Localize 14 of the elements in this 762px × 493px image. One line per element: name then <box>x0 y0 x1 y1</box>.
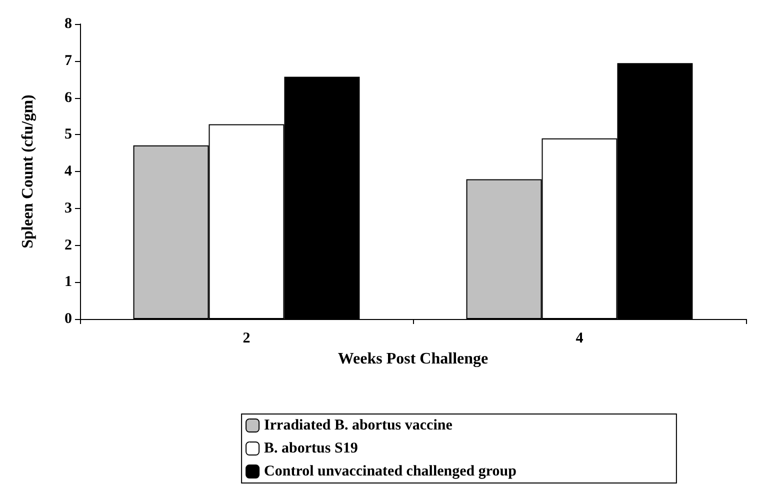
y-axis-title: Spleen Count (cfu/gm) <box>20 94 36 248</box>
y-tick-label: 8 <box>64 16 72 32</box>
y-tick-label: 2 <box>64 237 72 254</box>
y-tick-label: 6 <box>64 90 72 106</box>
legend-label: Control unvaccinated challenged group <box>264 464 516 480</box>
legend-label: Irradiated B. abortus vaccine <box>264 418 453 434</box>
legend-label: B. abortus S19 <box>264 440 358 456</box>
y-tick-label: 7 <box>64 52 72 69</box>
y-tick-label: 3 <box>64 200 72 216</box>
y-tick-label: 0 <box>64 311 72 327</box>
y-tick-label: 1 <box>64 274 72 290</box>
y-tick-label: 5 <box>64 126 72 143</box>
x-axis-title: Weeks Post Challenge <box>338 350 488 368</box>
y-tick-label: 4 <box>64 164 72 180</box>
